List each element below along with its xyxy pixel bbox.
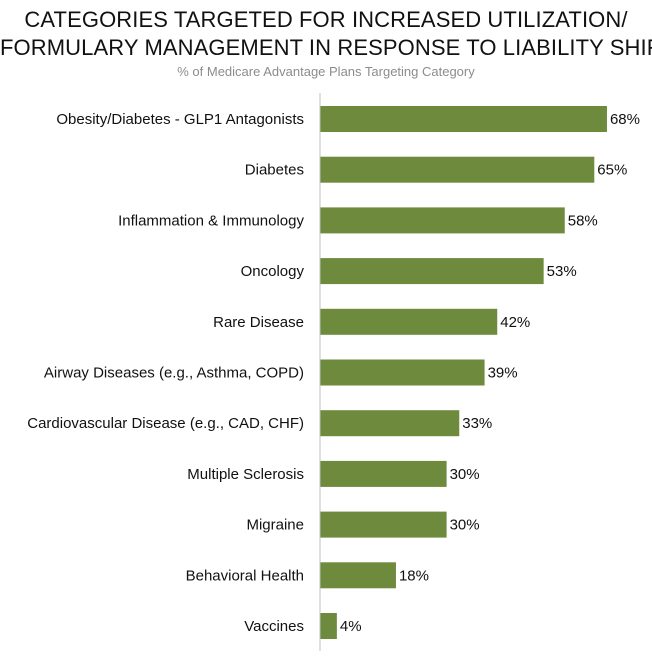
value-label: 39%: [488, 365, 518, 382]
value-label: 18%: [399, 567, 429, 584]
category-label: Vaccines: [244, 618, 304, 635]
value-label: 30%: [450, 517, 480, 534]
bar: [320, 460, 447, 487]
value-label: 53%: [547, 263, 577, 280]
value-label: 68%: [610, 111, 640, 128]
value-label: 58%: [568, 212, 598, 229]
category-label: Cardiovascular Disease (e.g., CAD, CHF): [27, 415, 304, 432]
bar: [320, 410, 460, 437]
category-label: Migraine: [246, 517, 304, 534]
bar: [320, 359, 485, 386]
bar: [320, 156, 595, 183]
bar: [320, 511, 447, 538]
category-label: Diabetes: [245, 162, 304, 179]
bar: [320, 106, 607, 132]
value-label: 4%: [340, 618, 362, 635]
chart-title-line-1: CATEGORIES TARGETED FOR INCREASED UTILIZ…: [24, 7, 628, 32]
category-label: Inflammation & Immunology: [118, 212, 304, 229]
bars-layer: Obesity/Diabetes - GLP1 Antagonists 68% Di…: [27, 106, 640, 639]
chart-title-line-2: FORMULARY MANAGEMENT IN RESPONSE TO LIAB…: [0, 35, 652, 60]
category-label: Multiple Sclerosis: [187, 466, 304, 483]
chart-title-block: CATEGORIES TARGETED FOR INCREASED UTILIZ…: [0, 6, 652, 81]
category-label: Oncology: [241, 263, 305, 280]
bar: [320, 258, 544, 285]
chart-subtitle: % of Medicare Advantage Plans Targeting …: [177, 64, 475, 79]
category-label: Rare Disease: [213, 314, 304, 331]
bar: [320, 613, 337, 639]
value-label: 33%: [462, 415, 492, 432]
category-label: Airway Diseases (e.g., Asthma, COPD): [44, 365, 304, 382]
value-label: 65%: [597, 162, 627, 179]
category-label: Obesity/Diabetes - GLP1 Antagonists: [56, 111, 304, 128]
value-label: 30%: [450, 466, 480, 483]
bar: [320, 562, 396, 589]
value-label: 42%: [500, 314, 530, 331]
bar: [320, 308, 498, 335]
bar: [320, 207, 565, 234]
category-label: Behavioral Health: [186, 567, 304, 584]
